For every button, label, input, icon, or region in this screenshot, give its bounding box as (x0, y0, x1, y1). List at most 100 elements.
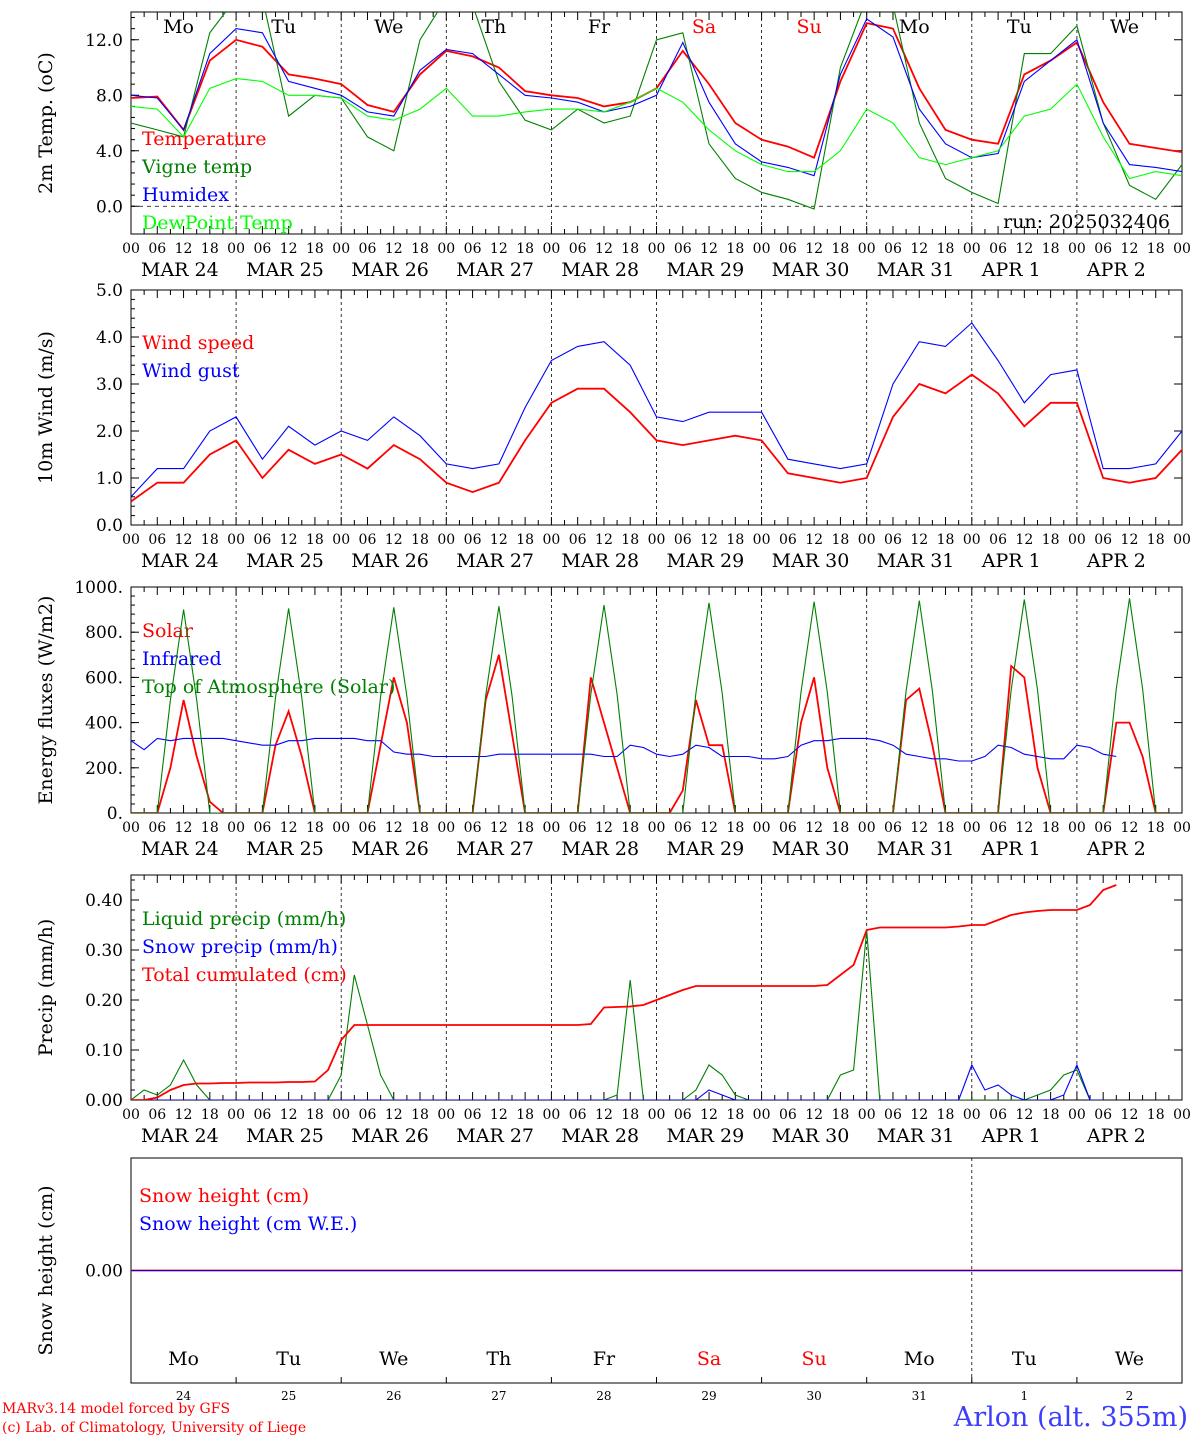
hour-tick-label: 06 (674, 241, 692, 257)
hour-tick-label: 18 (1042, 1107, 1060, 1123)
series-line-0 (131, 373, 1182, 503)
y-tick-label: 8.0 (96, 86, 123, 106)
legend-entry: Total cumulated (cm) (142, 964, 347, 986)
day-number-label: 24 (176, 1389, 192, 1400)
hour-tick-label: 18 (411, 532, 429, 548)
hour-tick-label: 12 (385, 241, 403, 257)
series-line-1 (131, 322, 1182, 498)
y-axis-label: Snow height (cm) (35, 1185, 57, 1355)
hour-tick-label: 00 (858, 1107, 876, 1123)
model-line: MARv3.14 model forced by GFS (2, 1401, 231, 1417)
hour-tick-label: 12 (700, 820, 718, 836)
hour-tick-label: 06 (253, 1107, 271, 1123)
hour-tick-label: 12 (595, 241, 613, 257)
hour-tick-label: 12 (175, 820, 193, 836)
date-label: MAR 30 (772, 838, 850, 860)
day-of-week-label: Th (481, 16, 506, 38)
credit-line: (c) Lab. of Climatology, University of L… (2, 1420, 307, 1436)
hour-tick-label: 12 (490, 820, 508, 836)
hour-tick-label: 18 (1042, 532, 1060, 548)
hour-tick-label: 06 (148, 241, 166, 257)
date-label: MAR 31 (877, 259, 955, 281)
hour-tick-label: 12 (1015, 532, 1033, 548)
hour-tick-label: 00 (1068, 241, 1086, 257)
day-of-week-label: We (379, 1348, 408, 1370)
hour-tick-label: 12 (595, 1107, 613, 1123)
day-of-week-label: Fr (588, 16, 611, 38)
station-name: Arlon (alt. 355m) (953, 1402, 1188, 1433)
hour-tick-label: 00 (1173, 820, 1191, 836)
date-label: MAR 27 (456, 838, 534, 860)
hour-tick-label: 12 (175, 1107, 193, 1123)
hour-tick-label: 06 (148, 820, 166, 836)
hour-tick-label: 06 (989, 241, 1007, 257)
hour-tick-label: 18 (306, 820, 324, 836)
series-line-0 (131, 654, 1169, 813)
legend-entry: Vigne temp (141, 156, 252, 178)
date-label: APR 1 (981, 259, 1041, 281)
hour-tick-label: 18 (201, 241, 219, 257)
hour-tick-label: 12 (700, 1107, 718, 1123)
date-label: MAR 30 (772, 259, 850, 281)
hour-tick-label: 00 (858, 241, 876, 257)
date-label: MAR 29 (667, 259, 745, 281)
date-label: MAR 26 (351, 1125, 429, 1147)
y-axis-label: 10m Wind (m/s) (35, 331, 57, 484)
hour-tick-label: 18 (1147, 820, 1165, 836)
hour-tick-label: 12 (910, 820, 928, 836)
hour-tick-label: 06 (569, 241, 587, 257)
hour-tick-label: 12 (805, 241, 823, 257)
hour-tick-label: 12 (1121, 241, 1139, 257)
y-tick-label: 12.0 (85, 31, 123, 51)
hour-tick-label: 06 (884, 820, 902, 836)
date-label: MAR 28 (561, 1125, 639, 1147)
date-label: MAR 30 (772, 550, 850, 572)
hour-tick-label: 06 (1094, 1107, 1112, 1123)
hour-tick-label: 12 (280, 820, 298, 836)
hour-tick-label: 12 (385, 1107, 403, 1123)
series-line-2 (131, 18, 1182, 177)
date-label: MAR 31 (877, 1125, 955, 1147)
date-label: MAR 27 (456, 550, 534, 572)
hour-tick-label: 00 (227, 532, 245, 548)
hour-tick-label: 00 (542, 820, 560, 836)
hour-tick-label: 18 (201, 532, 219, 548)
day-number-label: 28 (596, 1389, 611, 1400)
hour-tick-label: 12 (280, 1107, 298, 1123)
date-label: APR 1 (981, 1125, 1041, 1147)
y-tick-label: 1.0 (96, 469, 123, 489)
hour-tick-label: 06 (569, 820, 587, 836)
y-tick-label: 200. (85, 759, 123, 779)
legend-entry: Wind gust (142, 360, 240, 382)
hour-tick-label: 00 (648, 1107, 666, 1123)
day-of-week-label: Mo (163, 16, 194, 38)
hour-tick-label: 18 (201, 1107, 219, 1123)
date-label: MAR 28 (561, 550, 639, 572)
date-label: APR 1 (981, 550, 1041, 572)
legend-entry: Liquid precip (mm/h) (142, 908, 346, 930)
date-label: APR 2 (1086, 838, 1146, 860)
hour-tick-label: 18 (1147, 532, 1165, 548)
footer-credits: MARv3.14 model forced by GFS (c) Lab. of… (2, 1400, 306, 1438)
y-axis-label: Precip (mm/h) (35, 919, 57, 1057)
hour-tick-label: 18 (306, 532, 324, 548)
legend-entry: Wind speed (142, 332, 254, 354)
y-tick-label: 0.0 (96, 197, 123, 217)
hour-tick-label: 00 (332, 241, 350, 257)
hour-tick-label: 12 (490, 532, 508, 548)
date-label: MAR 27 (456, 259, 534, 281)
hour-tick-label: 12 (1015, 1107, 1033, 1123)
hour-tick-label: 00 (332, 1107, 350, 1123)
hour-tick-label: 00 (437, 1107, 455, 1123)
y-tick-label: 0.20 (85, 991, 123, 1011)
hour-tick-label: 00 (542, 532, 560, 548)
hour-tick-label: 12 (385, 820, 403, 836)
day-number-label: 30 (807, 1389, 822, 1400)
day-number-label: 27 (491, 1389, 506, 1400)
date-label: MAR 25 (246, 550, 324, 572)
hour-tick-label: 18 (411, 241, 429, 257)
hour-tick-label: 12 (595, 532, 613, 548)
legend-entry: Infrared (142, 648, 222, 670)
day-of-week-label: Mo (168, 1348, 199, 1370)
hour-tick-label: 18 (937, 532, 955, 548)
